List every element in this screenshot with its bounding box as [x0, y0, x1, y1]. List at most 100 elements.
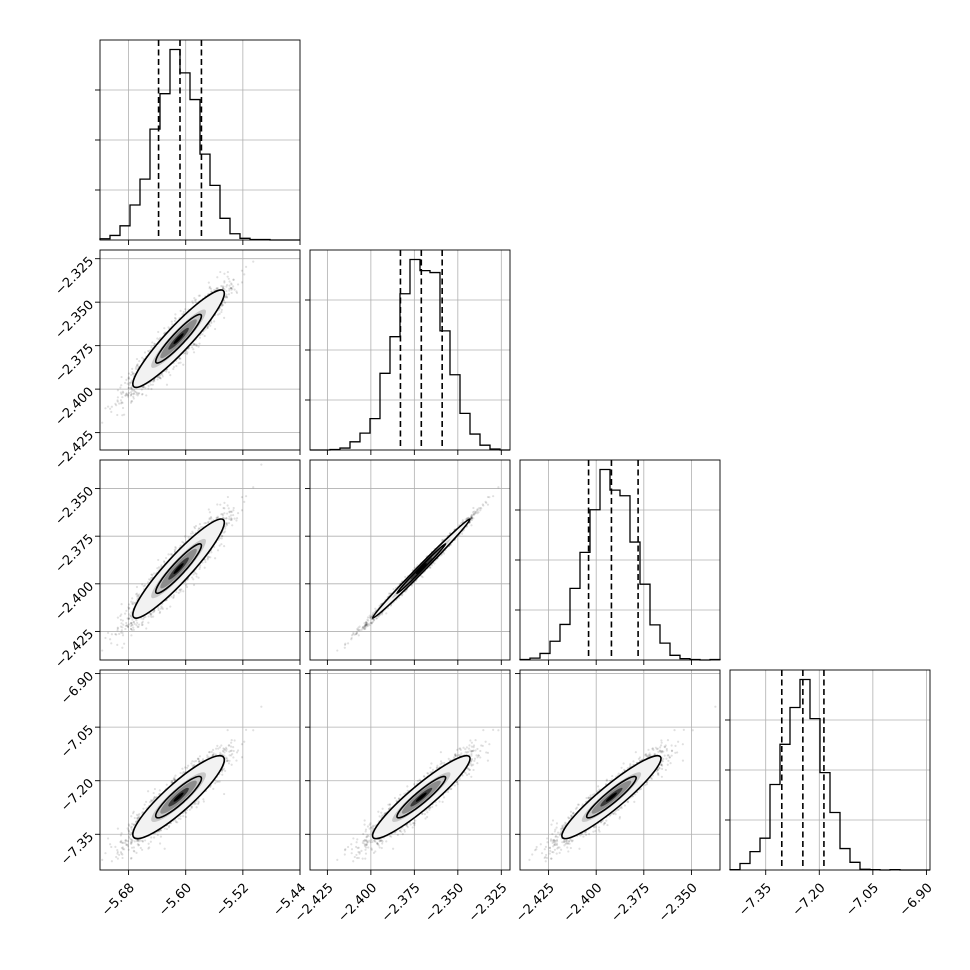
- sample-point-1-0-881: [130, 381, 133, 384]
- sample-point-1-0-1171: [193, 296, 196, 300]
- sample-point-1-0-1642: [156, 378, 159, 381]
- sample-point-1-0-2456: [115, 404, 118, 407]
- sample-point-2-0-2419: [160, 605, 163, 608]
- sample-point-1-0-950: [133, 390, 136, 393]
- sample-point-2-0-1900: [147, 615, 150, 618]
- sample-point-2-0-1609: [116, 627, 119, 630]
- sample-point-2-0-1135: [142, 618, 145, 621]
- sample-point-2-0-255: [177, 591, 180, 594]
- sample-point-2-0-1467: [193, 527, 197, 530]
- sample-point-1-0-2112: [116, 400, 119, 403]
- sample-point-1-0-1291: [131, 367, 134, 370]
- sample-point-2-0-1686: [121, 634, 125, 637]
- sample-point-2-0-582: [130, 616, 133, 619]
- sample-point-2-0-127: [232, 513, 235, 517]
- sample-point-1-0-1396: [197, 345, 200, 348]
- sample-point-2-0-1631: [230, 518, 233, 522]
- sample-point-2-0-2411: [143, 584, 147, 587]
- sample-point-2-0-1928: [163, 561, 166, 564]
- sample-point-2-0-1846: [119, 625, 123, 628]
- sample-point-1-0-1018: [142, 385, 146, 388]
- sample-point-1-0-283: [129, 401, 133, 404]
- sample-point-2-0-1157: [260, 463, 263, 466]
- sample-point-1-0-2021: [118, 402, 121, 405]
- sample-point-2-0-1002: [141, 620, 144, 623]
- sample-point-2-0-1818: [127, 606, 130, 609]
- sample-point-1-0-1255: [179, 357, 182, 360]
- sample-point-2-0-1526: [200, 526, 203, 529]
- sample-point-1-0-317: [120, 402, 123, 405]
- sample-point-1-0-1834: [173, 316, 177, 320]
- sample-point-1-0-1861: [224, 296, 227, 299]
- sample-point-1-0-221: [226, 270, 230, 274]
- sample-point-1-0-1625: [195, 344, 198, 347]
- sample-point-2-0-2287: [225, 522, 229, 525]
- sample-point-1-0-2378: [134, 390, 137, 394]
- sample-point-1-0-1157: [260, 236, 262, 238]
- sample-point-1-0-1499: [130, 392, 133, 396]
- sample-point-2-0-437: [206, 556, 209, 560]
- sample-point-1-0-1690: [119, 391, 123, 394]
- sample-point-2-0-1076: [220, 535, 223, 538]
- sample-point-2-0-723: [131, 618, 134, 621]
- sample-point-1-0-1961: [235, 291, 239, 294]
- sample-point-2-0-1625: [195, 572, 198, 576]
- sample-point-2-0-1117: [149, 614, 152, 617]
- sample-point-1-0-746: [191, 300, 194, 303]
- sample-point-2-0-266: [135, 592, 139, 595]
- sample-point-2-0-2103: [131, 602, 134, 605]
- sample-point-1-0-1294: [223, 281, 226, 284]
- sample-point-2-0-403: [206, 555, 209, 558]
- sample-point-2-0-213: [125, 624, 128, 627]
- sample-point-2-0-2350: [229, 514, 233, 517]
- sample-point-1-0-1598: [146, 349, 150, 353]
- sample-point-2-0-1598: [146, 581, 150, 584]
- sample-point-2-0-2301: [132, 601, 135, 604]
- sample-point-2-0-668: [182, 541, 185, 544]
- sample-point-2-0-856: [109, 638, 112, 641]
- sample-point-1-0-1611: [101, 421, 104, 424]
- sample-point-2-0-1566: [197, 527, 200, 530]
- sample-point-2-0-509: [131, 603, 135, 606]
- sample-point-1-0-1615: [126, 393, 130, 397]
- sample-point-1-0-1237: [157, 376, 160, 379]
- sample-point-1-0-0: [240, 281, 244, 284]
- sample-point-2-0-621: [222, 506, 225, 510]
- sample-point-2-0-685: [181, 540, 184, 543]
- sample-point-1-0-1900: [147, 384, 150, 388]
- panel-frame-1-1: [309, 249, 511, 451]
- sample-point-2-0-1758: [204, 560, 207, 564]
- sample-point-2-0-680: [215, 516, 218, 519]
- sample-point-2-0-1058: [167, 553, 170, 556]
- sample-point-1-0-685: [181, 313, 184, 316]
- sample-point-2-0-2201: [192, 578, 195, 581]
- sample-point-2-0-1348: [233, 517, 236, 520]
- sample-point-1-0-490: [114, 402, 117, 406]
- sample-point-2-0-448: [228, 510, 231, 513]
- sample-point-2-0-386: [161, 607, 164, 610]
- sample-point-1-0-2355: [194, 298, 198, 301]
- sample-point-2-0-1601: [135, 593, 138, 596]
- sample-point-2-0-1272: [228, 511, 231, 514]
- sample-point-2-0-1796: [131, 624, 134, 627]
- sample-point-2-0-2203: [132, 628, 135, 631]
- sample-point-1-0-592: [209, 287, 213, 290]
- sample-point-1-0-478: [228, 289, 231, 292]
- sample-point-2-0-2384: [110, 633, 113, 636]
- sample-point-1-0-2411: [143, 351, 147, 354]
- sample-point-1-0-1647: [216, 313, 220, 316]
- sample-point-2-0-1639: [140, 621, 143, 625]
- sample-point-1-0-1812: [145, 394, 148, 397]
- sample-point-1-0-414: [119, 386, 122, 389]
- sample-point-2-0-2291: [153, 609, 156, 612]
- sample-point-2-0-1910: [224, 522, 228, 526]
- sample-point-2-0-1409: [127, 617, 130, 621]
- sample-point-1-0-1847: [172, 365, 176, 369]
- sample-point-1-0-1695: [215, 287, 218, 290]
- sample-point-2-0-193: [174, 547, 177, 550]
- sample-point-1-0-1612: [121, 414, 124, 417]
- sample-point-2-0-755: [172, 595, 175, 598]
- sample-point-1-0-336: [132, 389, 136, 392]
- sample-point-1-0-1838: [144, 386, 147, 390]
- sample-point-1-0-73: [128, 383, 131, 386]
